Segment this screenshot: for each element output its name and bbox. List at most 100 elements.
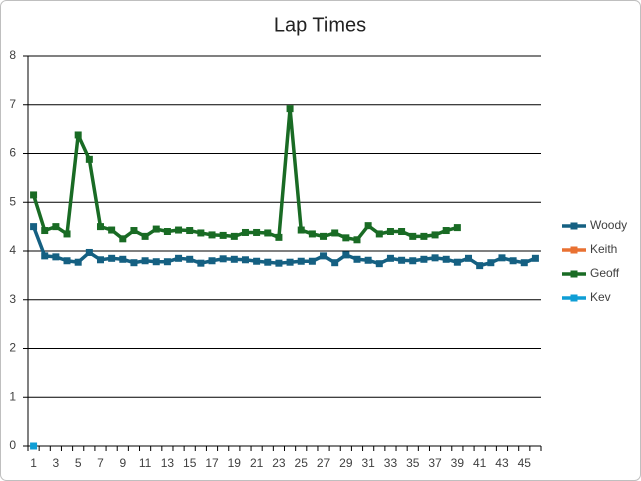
x-tick-label: 45 — [518, 456, 532, 470]
data-point — [308, 257, 316, 265]
y-tick-label: 3 — [9, 292, 16, 306]
data-point — [498, 254, 506, 262]
data-point — [41, 227, 49, 235]
data-point — [465, 254, 473, 262]
data-point — [275, 233, 283, 241]
data-point — [531, 254, 539, 262]
data-point — [442, 255, 450, 263]
data-point — [119, 255, 127, 263]
legend-marker — [570, 246, 578, 254]
y-tick-label: 1 — [9, 389, 16, 403]
y-tick-label: 4 — [9, 243, 16, 257]
y-tick-label: 2 — [9, 341, 16, 355]
x-tick-label: 41 — [473, 456, 487, 470]
data-point — [431, 231, 439, 239]
x-tick-label: 31 — [361, 456, 375, 470]
data-point — [264, 258, 272, 266]
legend-marker — [570, 270, 578, 278]
data-point — [74, 258, 82, 266]
x-tick-label: 15 — [183, 456, 197, 470]
data-point — [152, 258, 160, 266]
series-line — [31, 226, 537, 268]
legend-label: Woody — [590, 218, 627, 232]
data-point — [453, 258, 461, 266]
data-point — [375, 230, 383, 238]
x-tick-label: 1 — [30, 456, 37, 470]
y-tick-label: 8 — [9, 48, 16, 62]
data-point — [409, 257, 417, 265]
data-point — [308, 230, 316, 238]
x-tick-label: 33 — [384, 456, 398, 470]
data-point — [476, 262, 484, 270]
data-point — [175, 226, 183, 234]
data-point — [85, 248, 93, 256]
data-point — [353, 255, 361, 263]
x-tick-label: 19 — [228, 456, 242, 470]
x-tick-label: 5 — [75, 456, 82, 470]
y-tick-label: 6 — [9, 146, 16, 160]
data-point — [320, 252, 328, 260]
data-point — [520, 259, 528, 267]
data-point — [96, 223, 104, 231]
x-tick-label: 13 — [161, 456, 175, 470]
data-point — [74, 131, 82, 139]
data-point — [130, 227, 138, 235]
data-point — [241, 228, 249, 236]
x-tick-label: 29 — [339, 456, 353, 470]
data-point — [219, 231, 227, 239]
data-point — [320, 232, 328, 240]
data-point — [331, 259, 339, 267]
chart-title: Lap Times — [274, 14, 366, 36]
data-point — [487, 259, 495, 267]
data-point — [163, 228, 171, 235]
y-tick-label: 0 — [9, 438, 16, 452]
x-tick-label: 43 — [495, 456, 509, 470]
x-tick-label: 27 — [317, 456, 331, 470]
y-tick-label: 5 — [9, 194, 16, 208]
x-tick-label: 23 — [272, 456, 286, 470]
data-point — [297, 226, 305, 234]
data-point — [41, 252, 49, 260]
data-point — [163, 258, 171, 266]
data-point — [253, 257, 261, 265]
data-point — [297, 257, 305, 265]
data-point — [152, 225, 160, 233]
data-point — [253, 228, 261, 236]
data-point — [453, 224, 461, 232]
data-point — [442, 227, 450, 235]
x-tick-label: 35 — [406, 456, 420, 470]
data-point — [431, 254, 439, 262]
data-point — [141, 232, 149, 240]
data-point — [230, 232, 238, 240]
x-tick-label: 37 — [428, 456, 442, 470]
data-point — [96, 256, 104, 264]
data-point — [386, 254, 394, 262]
data-point — [420, 232, 428, 240]
data-point — [108, 254, 116, 262]
data-point — [342, 251, 350, 259]
legend-marker — [570, 294, 578, 302]
legend-label: Keith — [590, 242, 617, 256]
data-point — [398, 228, 406, 235]
data-point — [208, 257, 216, 265]
data-point — [63, 230, 71, 238]
data-point — [409, 232, 417, 240]
data-point — [364, 256, 372, 264]
data-point — [230, 255, 238, 263]
data-point — [63, 257, 71, 265]
data-point — [364, 222, 372, 230]
data-point — [375, 260, 383, 268]
data-point — [130, 259, 138, 267]
data-point — [30, 223, 38, 231]
x-tick-label: 39 — [451, 456, 465, 470]
legend-marker — [570, 222, 578, 230]
data-point — [186, 227, 194, 235]
data-point — [286, 105, 294, 113]
data-point — [286, 258, 294, 266]
data-point — [241, 256, 249, 264]
x-tick-label: 7 — [97, 456, 104, 470]
x-tick-label: 3 — [53, 456, 60, 470]
x-tick-label: 9 — [119, 456, 126, 470]
data-point — [275, 259, 283, 267]
